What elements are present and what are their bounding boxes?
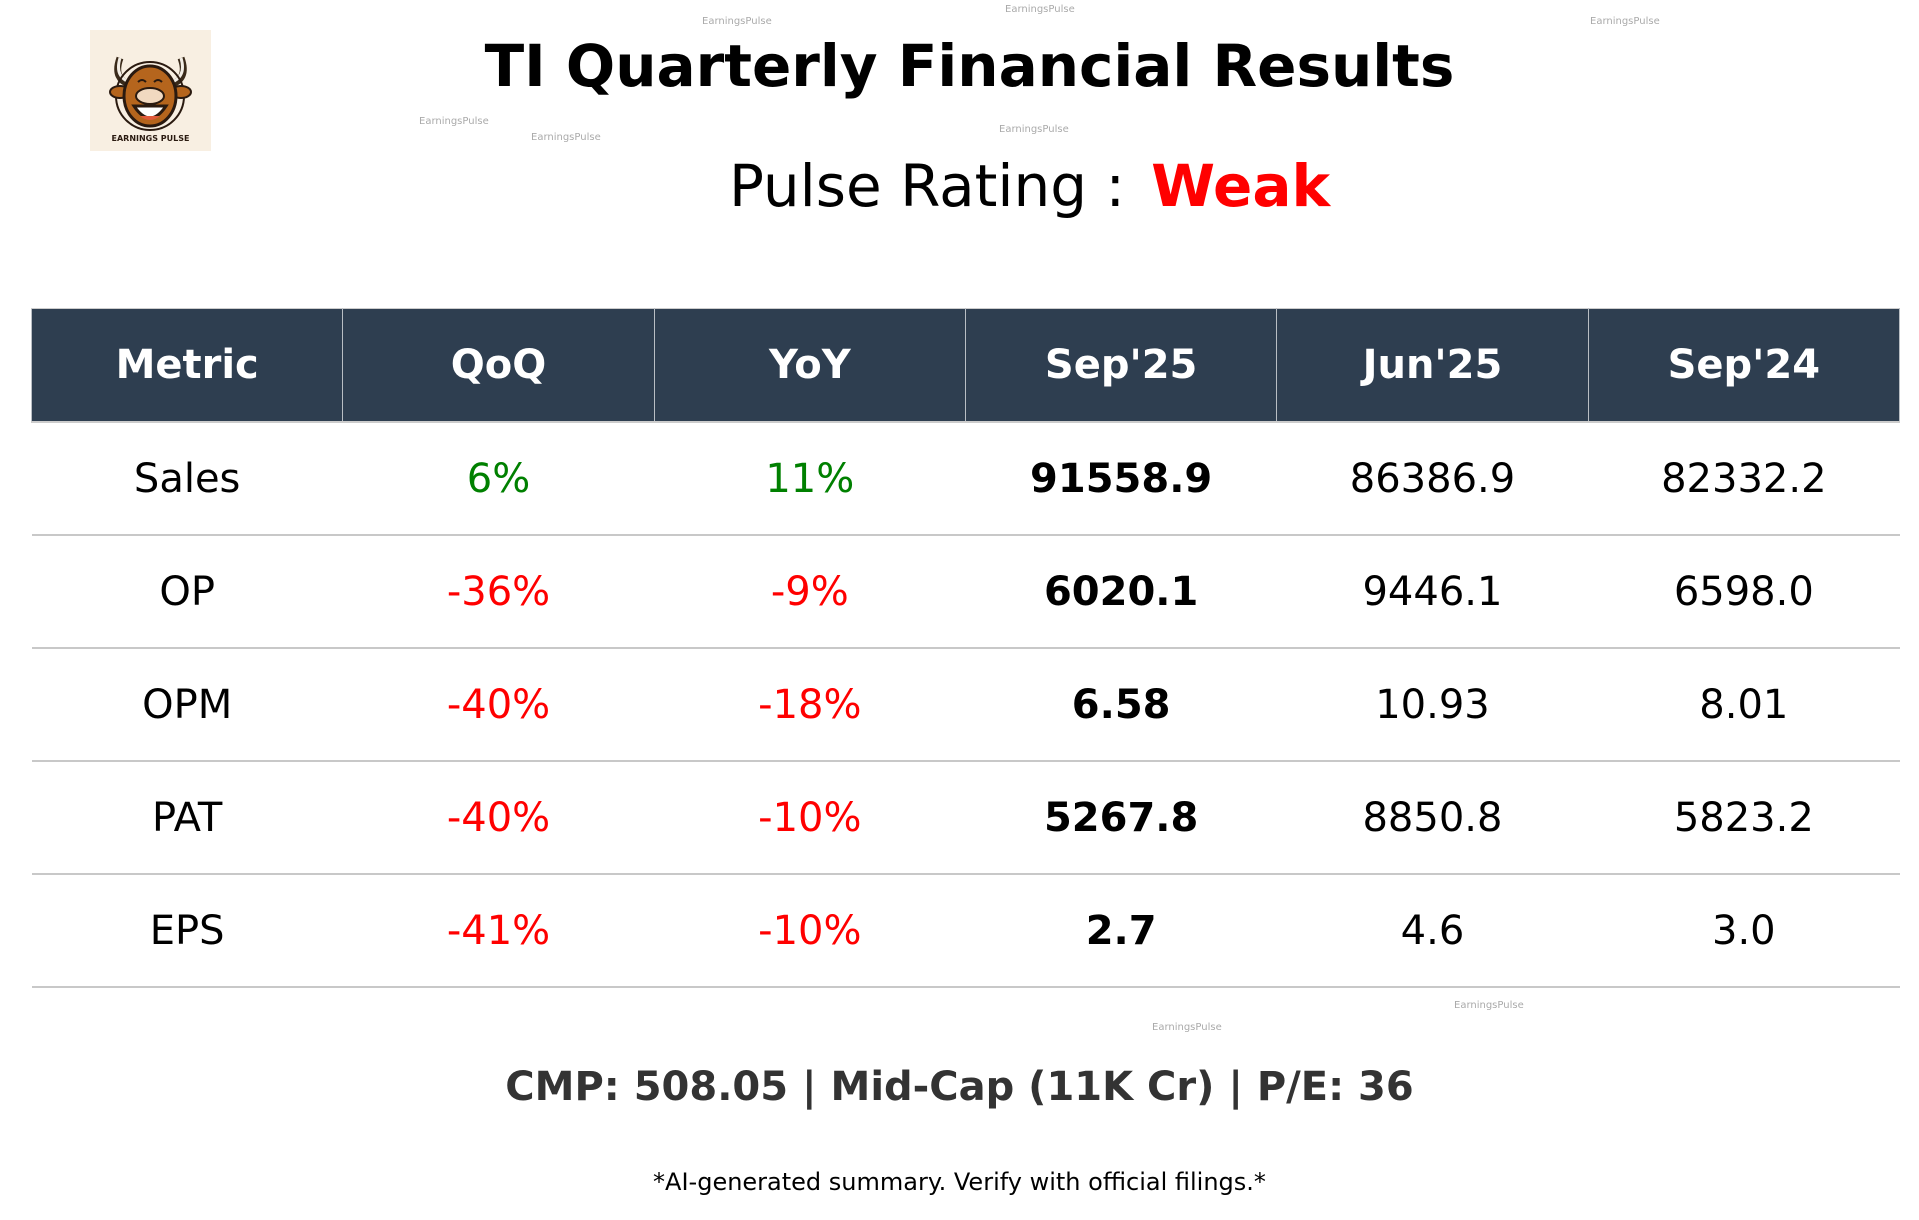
cell-c3: 3.0 [1588,874,1900,988]
column-header: QoQ [342,308,655,423]
cell-c2: 86386.9 [1276,422,1589,536]
cell-c3: 6598.0 [1588,535,1900,649]
table-row: OPM -40% -18% 6.58 10.93 8.01 [31,648,1900,762]
cell-yoy: -10% [654,761,966,875]
cell-yoy: -9% [654,535,966,649]
earnings-pulse-logo: EARNINGS PULSE [90,30,211,151]
cell-c1: 91558.9 [965,422,1277,536]
cell-metric: Sales [31,422,343,536]
cell-yoy: 11% [654,422,966,536]
bull-icon [109,56,192,131]
column-header: Sep'25 [964,308,1278,423]
watermark: EarningsPulse [1005,4,1075,15]
pulse-rating-label: Pulse Rating : [728,152,1126,220]
cell-metric: OP [31,535,343,649]
table-row: Sales 6% 11% 91558.9 86386.9 82332.2 [31,422,1900,536]
cell-c2: 8850.8 [1276,761,1589,875]
column-header: Jun'25 [1276,308,1589,423]
cell-metric: PAT [31,761,343,875]
cell-qoq: -41% [342,874,655,988]
watermark: EarningsPulse [1454,1000,1524,1011]
watermark: EarningsPulse [1590,16,1660,27]
table-row: PAT -40% -10% 5267.8 8850.8 5823.2 [31,761,1900,875]
cell-yoy: -18% [654,648,966,762]
market-summary: CMP: 508.05 | Mid-Cap (11K Cr) | P/E: 36 [505,1064,1414,1110]
watermark: EarningsPulse [999,124,1069,135]
pulse-rating-value: Weak [1151,152,1331,220]
cell-c1: 6.58 [965,648,1277,762]
cell-c2: 9446.1 [1276,535,1589,649]
cell-c2: 4.6 [1276,874,1589,988]
column-header: Metric [30,308,344,423]
cell-c2: 10.93 [1276,648,1589,762]
cell-qoq: -40% [342,648,655,762]
pulse-rating: Pulse Rating : Weak [0,152,1919,220]
cell-c3: 8.01 [1588,648,1900,762]
cell-c1: 2.7 [965,874,1277,988]
cell-c3: 82332.2 [1588,422,1900,536]
watermark: EarningsPulse [702,16,772,27]
cell-qoq: -36% [342,535,655,649]
table-row: EPS -41% -10% 2.7 4.6 3.0 [31,874,1900,988]
cell-metric: OPM [31,648,343,762]
logo-text: EARNINGS PULSE [111,134,190,143]
cell-c1: 6020.1 [965,535,1277,649]
cell-qoq: 6% [342,422,655,536]
page-title: TI Quarterly Financial Results [484,32,1455,100]
watermark: EarningsPulse [1152,1022,1222,1033]
disclaimer: *AI-generated summary. Verify with offic… [653,1168,1266,1196]
table-header-row: Metric QoQ YoY Sep'25 Jun'25 Sep'24 [30,308,1901,423]
results-table: Metric QoQ YoY Sep'25 Jun'25 Sep'24 Sales 6% 11… [30,308,1901,988]
watermark: EarningsPulse [531,132,601,143]
watermark: EarningsPulse [419,116,489,127]
column-header: YoY [653,308,966,423]
cell-qoq: -40% [342,761,655,875]
cell-c1: 5267.8 [965,761,1277,875]
cell-yoy: -10% [654,874,966,988]
table-row: OP -36% -9% 6020.1 9446.1 6598.0 [31,535,1900,649]
cell-c3: 5823.2 [1588,761,1900,875]
cell-metric: EPS [31,874,343,988]
column-header: Sep'24 [1587,308,1901,423]
